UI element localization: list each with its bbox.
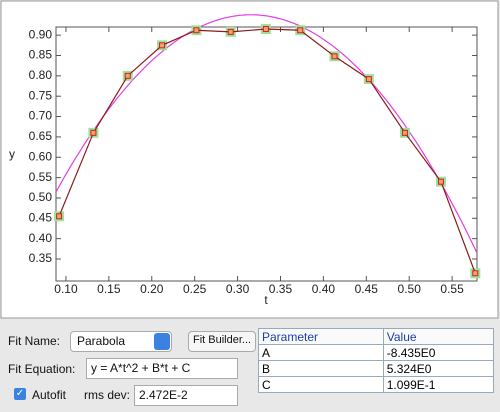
y-tick-label: 0.50 (29, 190, 53, 204)
parameter-table: Parameter Value A -8.435E0 B 5.324E0 C 1.099… (258, 328, 495, 393)
y-tick-label: 0.90 (29, 27, 53, 41)
y-tick-label: 0.45 (29, 210, 53, 224)
y-tick-label: 0.55 (29, 170, 53, 184)
y-tick-label: 0.35 (29, 251, 53, 265)
param-name: C (258, 376, 384, 393)
y-tick-label: 0.60 (29, 149, 53, 163)
table-header: Value (382, 328, 495, 345)
y-tick-label: 0.80 (29, 68, 53, 82)
y-axis-label: y (9, 147, 15, 161)
y-tick-label: 0.40 (29, 231, 53, 245)
rms-label: rms dev: (84, 388, 131, 402)
data-marker (124, 72, 131, 79)
x-tick-label: 0.35 (269, 282, 293, 296)
x-tick-label: 0.45 (355, 282, 379, 296)
y-tick-label: 0.65 (29, 129, 53, 143)
x-tick-label: 0.20 (140, 282, 164, 296)
param-value[interactable]: 1.099E-1 (382, 376, 495, 393)
y-tick-label: 0.85 (29, 48, 53, 62)
data-marker (472, 270, 479, 277)
fit-equation-field[interactable]: y = A*t^2 + B*t + C (86, 358, 238, 379)
x-axis-label: t (264, 293, 268, 307)
x-tick-label: 0.15 (97, 282, 121, 296)
fit-name-label: Fit Name: (8, 334, 61, 348)
data-marker (401, 129, 408, 136)
data-marker (262, 26, 269, 33)
table-header: Parameter (258, 328, 384, 345)
y-tick-label: 0.75 (29, 88, 53, 102)
autofit-label: Autofit (32, 388, 67, 402)
param-name: A (258, 344, 384, 361)
fit-name-select[interactable]: Parabola (70, 331, 172, 352)
x-tick-label: 0.40 (312, 282, 336, 296)
x-tick-label: 0.50 (398, 282, 422, 296)
x-tick-label: 0.25 (183, 282, 207, 296)
param-name: B (258, 360, 384, 377)
plot-panel: y t 0.10 0.15 0.20 0.25 0.30 0.35 0.40 0.45 0.50… (0, 0, 499, 319)
data-marker (365, 76, 372, 83)
autofit-checkbox[interactable]: ✓ (14, 388, 26, 400)
fit-builder-button[interactable]: Fit Builder... (188, 331, 257, 352)
fit-equation-label: Fit Equation: (8, 362, 76, 376)
data-marker (227, 28, 234, 35)
data-marker (331, 53, 338, 60)
data-marker (437, 178, 444, 185)
x-tick-label: 0.10 (54, 282, 78, 296)
y-tick-label: 0.70 (29, 109, 53, 123)
param-value[interactable]: -8.435E0 (382, 344, 495, 361)
data-marker (297, 27, 304, 34)
data-marker (90, 129, 97, 136)
x-tick-label: 0.30 (226, 282, 250, 296)
plot-background (0, 0, 499, 319)
data-marker (159, 42, 166, 49)
data-marker (56, 213, 63, 220)
rms-field: 2.472E-2 (134, 385, 238, 406)
data-marker (193, 27, 200, 34)
x-tick-label: 0.55 (440, 282, 464, 296)
param-value[interactable]: 5.324E0 (382, 360, 495, 377)
